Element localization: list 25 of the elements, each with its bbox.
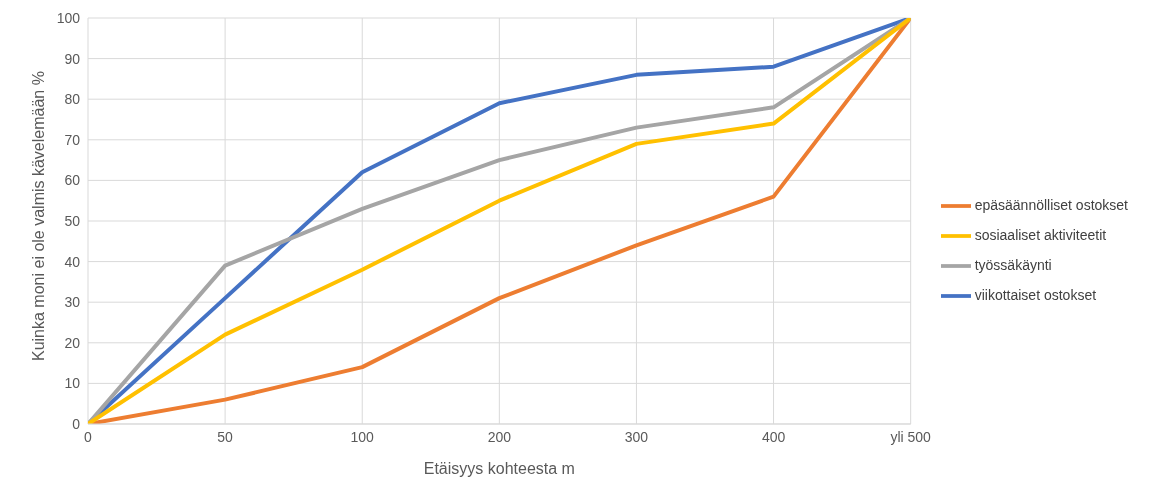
y-tick-label: 20 bbox=[64, 334, 81, 351]
x-axis-title: Etäisyys kohteesta m bbox=[423, 460, 575, 477]
y-tick-label: 60 bbox=[64, 172, 81, 189]
y-tick-label: 30 bbox=[64, 294, 81, 311]
y-tick-label: 100 bbox=[56, 9, 81, 26]
y-axis-title: Kuinka moni ei ole valmis kävelemään % bbox=[29, 71, 47, 361]
y-tick-label: 80 bbox=[64, 91, 81, 108]
x-tick-label: 200 bbox=[487, 428, 512, 445]
x-tick-label: 400 bbox=[761, 428, 786, 445]
x-tick-label: yli 500 bbox=[890, 428, 932, 445]
x-tick-label: 0 bbox=[84, 428, 93, 445]
y-tick-label: 70 bbox=[64, 131, 81, 148]
y-tick-label: 10 bbox=[64, 375, 81, 392]
y-tick-label: 0 bbox=[72, 415, 81, 432]
x-tick-label: 300 bbox=[624, 428, 649, 445]
y-tick-label: 50 bbox=[64, 212, 81, 229]
legend-label: sosiaaliset aktiviteetit bbox=[974, 226, 1107, 243]
x-tick-label: 100 bbox=[350, 428, 375, 445]
line-series bbox=[88, 18, 911, 424]
legend-label: viikottaiset ostokset bbox=[974, 286, 1097, 303]
legend-label: epäsäännölliset ostokset bbox=[974, 196, 1128, 213]
y-tick-label: 40 bbox=[64, 253, 81, 270]
x-tick-label: 50 bbox=[217, 428, 234, 445]
y-tick-label: 90 bbox=[64, 50, 81, 67]
legend-label: työssäkäynti bbox=[974, 256, 1052, 273]
